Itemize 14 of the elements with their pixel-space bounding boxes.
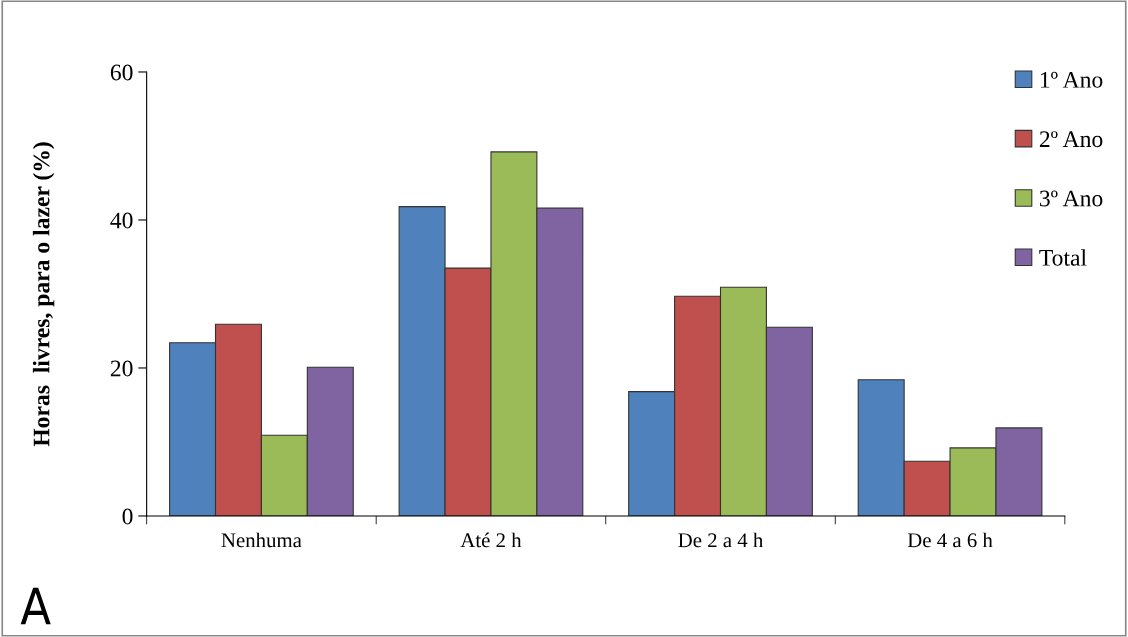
x-tick-label: Até 2 h xyxy=(460,532,522,548)
legend-label: 1º Ano xyxy=(1040,71,1103,88)
y-tick-label: 20 xyxy=(110,360,133,377)
y-tick-label: 0 xyxy=(122,508,133,525)
x-tick-label: De 2 a 4 h xyxy=(678,532,764,548)
legend-label: Total xyxy=(1039,249,1087,266)
text: A xyxy=(20,587,51,625)
x-tick-label: De 4 a 6 h xyxy=(907,532,993,548)
legend-label: 2º Ano xyxy=(1039,131,1103,148)
x-tick-label: Nenhuma xyxy=(221,532,302,548)
y-axis-title: Horas livres, para o lazer (%) xyxy=(32,142,55,447)
y-tick-label: 60 xyxy=(110,64,133,81)
y-tick-label: 40 xyxy=(110,212,133,229)
legend-label: 3º Ano xyxy=(1040,190,1103,207)
